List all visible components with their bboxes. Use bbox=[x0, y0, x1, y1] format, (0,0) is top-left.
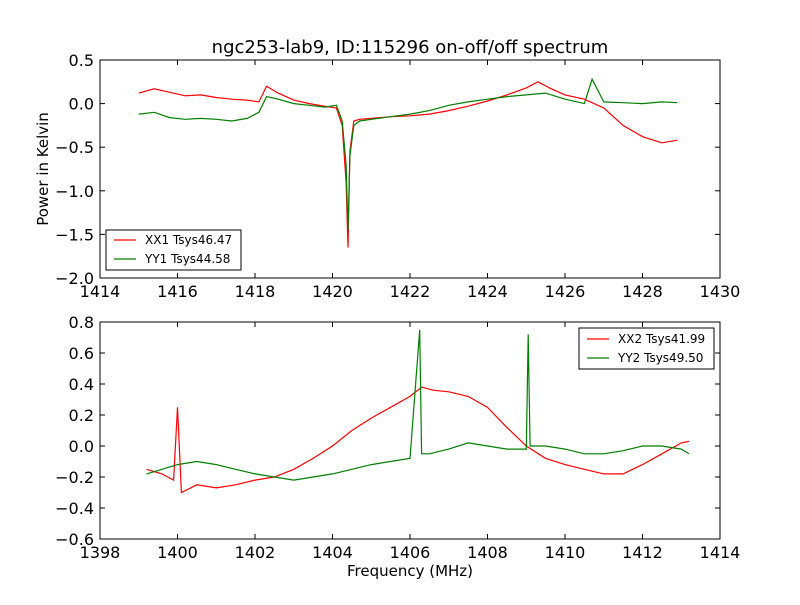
y-tick-label: −0.2 bbox=[55, 468, 94, 487]
y-tick-label: −1.0 bbox=[55, 182, 94, 201]
top-y-ticks: −2.0 −1.5 −1.0 −0.5 0.0 0.5 bbox=[55, 51, 720, 288]
y-tick-label: −1.5 bbox=[55, 225, 94, 244]
bottom-plot-area bbox=[146, 329, 690, 494]
y-tick-label: 0.6 bbox=[69, 344, 94, 363]
x-tick-label: 1404 bbox=[312, 543, 353, 562]
x-tick-label: 1414 bbox=[700, 543, 741, 562]
series-line-yy2 bbox=[146, 329, 690, 481]
x-tick-label: 1420 bbox=[312, 282, 353, 301]
x-tick-label: 1400 bbox=[157, 543, 198, 562]
y-tick-label: 0.0 bbox=[69, 95, 94, 114]
x-tick-label: 1402 bbox=[235, 543, 276, 562]
x-tick-label: 1414 bbox=[80, 282, 121, 301]
top-plot-area bbox=[138, 77, 678, 248]
x-tick-label: 1424 bbox=[467, 282, 508, 301]
series-line-xx2 bbox=[146, 386, 690, 494]
top-x-ticks: 1414 1416 1418 1420 1422 1424 1426 1428 1430 bbox=[80, 60, 741, 301]
chart-title: ngc253-lab9, ID:115296 on-off/off spectr… bbox=[212, 37, 609, 58]
y-tick-label: −2.0 bbox=[55, 269, 94, 288]
bottom-x-axis-label: Frequency (MHz) bbox=[347, 562, 473, 580]
bottom-y-ticks: −0.6 −0.4 −0.2 0.0 0.2 0.4 0.6 0.8 bbox=[55, 313, 720, 549]
x-tick-label: 1428 bbox=[622, 282, 663, 301]
top-panel: 1414 1416 1418 1420 1422 1424 1426 1428 1430 −2.… bbox=[34, 51, 740, 301]
x-tick-label: 1416 bbox=[157, 282, 198, 301]
top-legend-label-xx1: XX1 Tsys46.47 bbox=[145, 233, 232, 247]
x-tick-label: 1408 bbox=[467, 543, 508, 562]
y-tick-label: 0.0 bbox=[69, 437, 94, 456]
x-tick-label: 1426 bbox=[545, 282, 586, 301]
y-tick-label: −0.6 bbox=[55, 530, 94, 549]
bottom-legend-label-yy2: YY2 Tsys49.50 bbox=[617, 351, 703, 365]
top-y-axis-label: Power in Kelvin bbox=[34, 112, 52, 226]
x-tick-label: 1406 bbox=[390, 543, 431, 562]
bottom-panel: 1398 1400 1402 1404 1406 1408 1410 1412 1414 −0.… bbox=[55, 313, 740, 580]
x-tick-label: 1410 bbox=[545, 543, 586, 562]
top-legend-label-yy1: YY1 Tsys44.58 bbox=[144, 252, 230, 266]
bottom-legend-box bbox=[578, 327, 715, 370]
y-tick-label: −0.5 bbox=[55, 138, 94, 157]
x-tick-label: 1422 bbox=[390, 282, 431, 301]
x-tick-label: 1430 bbox=[700, 282, 741, 301]
series-line-yy1 bbox=[138, 77, 678, 231]
top-legend-box bbox=[105, 229, 242, 271]
bottom-x-ticks: 1398 1400 1402 1404 1406 1408 1410 1412 1414 bbox=[80, 322, 741, 562]
y-tick-label: 0.5 bbox=[69, 51, 94, 70]
bottom-legend-label-xx2: XX2 Tsys41.99 bbox=[618, 332, 705, 346]
y-tick-label: 0.2 bbox=[69, 406, 94, 425]
y-tick-label: 0.8 bbox=[69, 313, 94, 332]
series-line-xx1 bbox=[138, 81, 678, 248]
x-tick-label: 1418 bbox=[235, 282, 276, 301]
x-tick-label: 1412 bbox=[622, 543, 663, 562]
y-tick-label: −0.4 bbox=[55, 499, 94, 518]
bottom-legend: XX2 Tsys41.99 YY2 Tsys49.50 bbox=[578, 327, 715, 370]
top-legend: XX1 Tsys46.47 YY1 Tsys44.58 bbox=[105, 229, 242, 271]
x-tick-label: 1398 bbox=[80, 543, 121, 562]
y-tick-label: 0.4 bbox=[69, 375, 94, 394]
